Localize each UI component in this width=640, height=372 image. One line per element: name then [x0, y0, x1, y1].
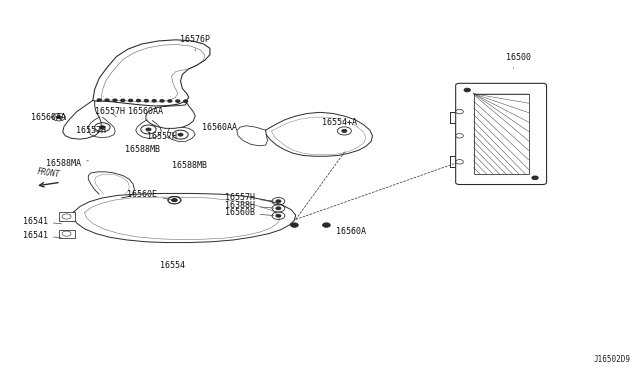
Text: 16500: 16500	[506, 53, 531, 68]
Polygon shape	[73, 193, 296, 243]
Polygon shape	[93, 40, 210, 106]
Circle shape	[532, 176, 538, 180]
Text: 16557H: 16557H	[147, 132, 177, 141]
Circle shape	[105, 99, 109, 101]
Text: 16588MA: 16588MA	[46, 159, 88, 168]
Bar	[474, 94, 529, 174]
Text: 16560AA: 16560AA	[31, 113, 66, 122]
Text: FRONT: FRONT	[36, 167, 61, 179]
Text: 16588MB: 16588MB	[172, 161, 207, 170]
Text: 16588MB: 16588MB	[125, 145, 160, 154]
Circle shape	[160, 100, 164, 102]
Text: 16557H: 16557H	[76, 126, 106, 135]
Bar	[59, 212, 75, 221]
Text: J16502D9: J16502D9	[593, 355, 630, 364]
Text: 16576P: 16576P	[180, 35, 210, 51]
Circle shape	[276, 214, 281, 217]
Circle shape	[100, 126, 105, 129]
Circle shape	[136, 99, 140, 102]
Text: 16557H: 16557H	[95, 107, 125, 116]
Circle shape	[172, 199, 177, 202]
Circle shape	[97, 99, 101, 101]
Circle shape	[464, 88, 470, 92]
Circle shape	[172, 199, 177, 202]
FancyBboxPatch shape	[456, 83, 547, 185]
Circle shape	[168, 100, 172, 102]
Circle shape	[152, 100, 156, 102]
Circle shape	[276, 207, 281, 210]
Text: 16560A: 16560A	[329, 226, 366, 236]
Circle shape	[129, 99, 132, 102]
Circle shape	[145, 100, 148, 102]
Text: 16541: 16541	[23, 217, 61, 226]
Circle shape	[146, 128, 151, 131]
Circle shape	[113, 99, 117, 102]
Text: 16560AA: 16560AA	[202, 123, 237, 132]
Text: 16560B: 16560B	[225, 208, 274, 217]
Text: 16560E: 16560E	[127, 190, 172, 200]
Circle shape	[291, 223, 298, 227]
Circle shape	[176, 100, 180, 102]
Circle shape	[342, 129, 347, 132]
Text: 16554+A: 16554+A	[322, 118, 356, 130]
Text: 16557H: 16557H	[225, 193, 274, 202]
Text: 16541: 16541	[23, 231, 61, 240]
Circle shape	[178, 133, 183, 136]
Polygon shape	[266, 112, 372, 156]
Text: 16554: 16554	[160, 259, 186, 270]
Bar	[59, 230, 75, 238]
Text: 16560AA: 16560AA	[128, 107, 163, 119]
Circle shape	[56, 116, 61, 119]
Circle shape	[184, 100, 188, 102]
Circle shape	[323, 223, 330, 227]
Circle shape	[276, 200, 281, 203]
Text: 16388H: 16388H	[225, 201, 274, 210]
Circle shape	[121, 99, 125, 102]
